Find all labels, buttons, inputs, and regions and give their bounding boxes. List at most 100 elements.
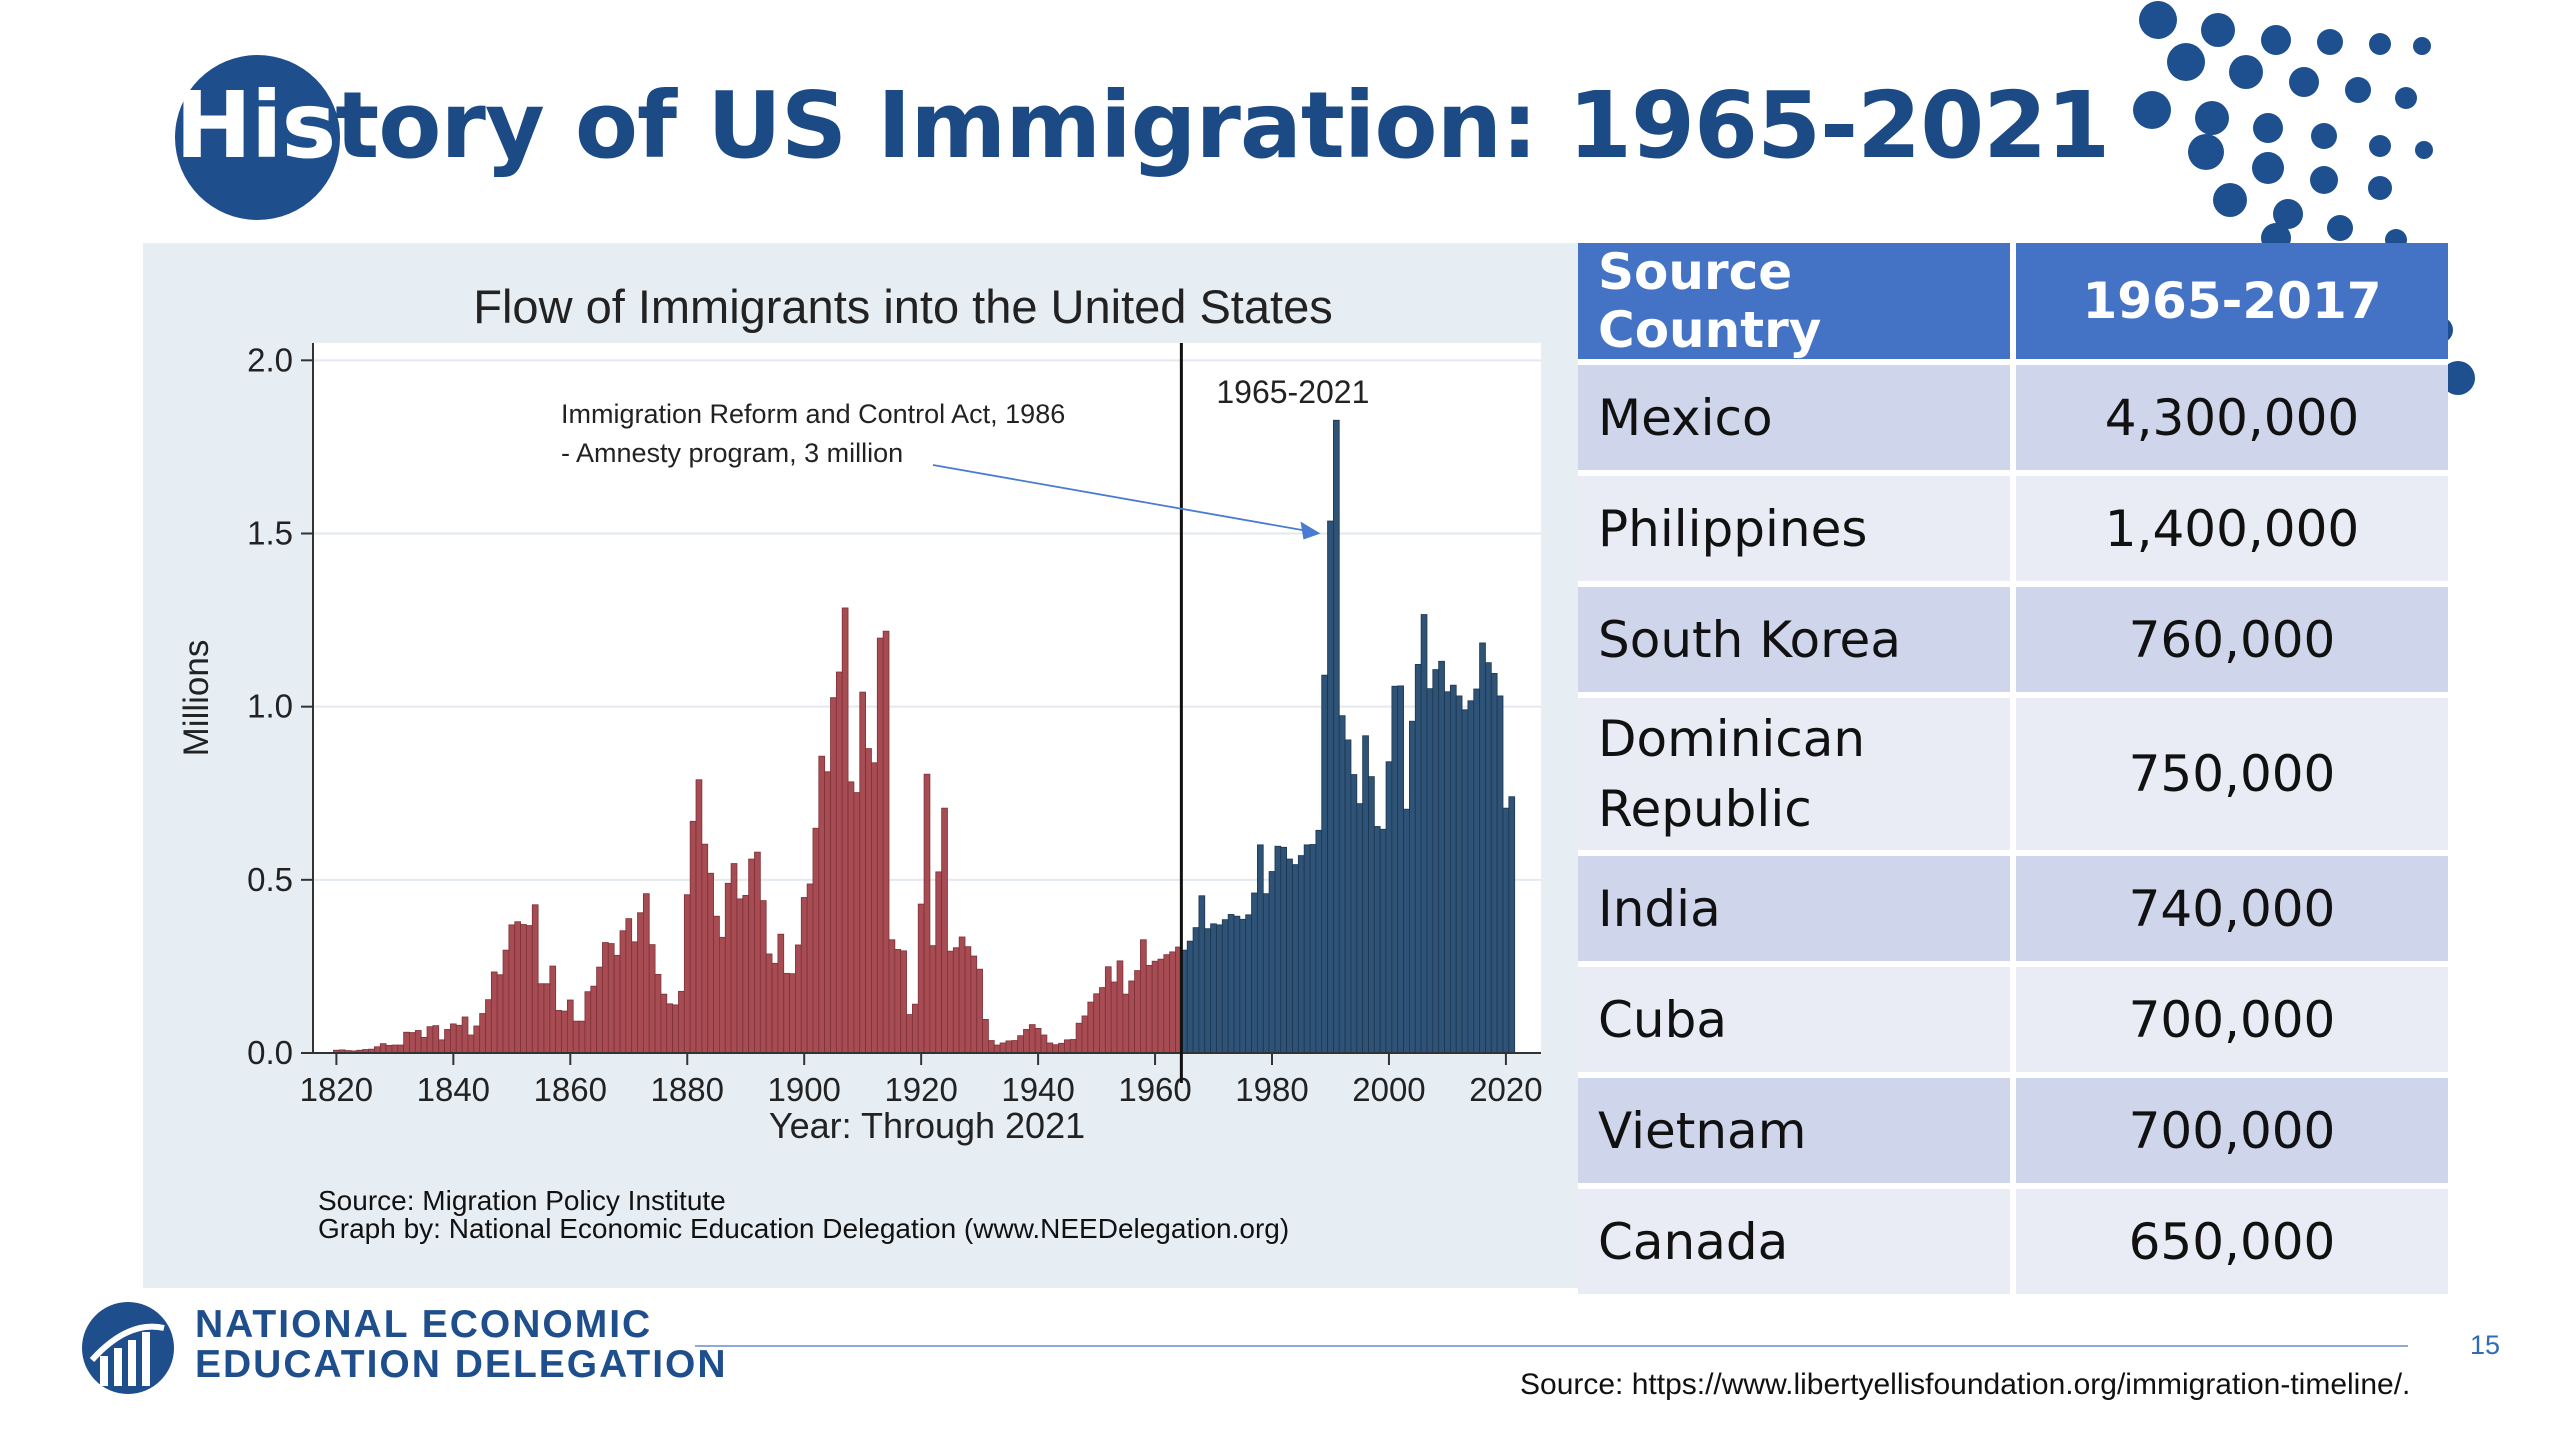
bar-1947 (1075, 1022, 1083, 1054)
country-line-2: Republic (1598, 780, 1812, 838)
bar-1973 (1227, 914, 1235, 1054)
bar-1999 (1379, 828, 1387, 1054)
bar-1979 (1262, 893, 1270, 1054)
bar-2004 (1409, 720, 1416, 1054)
bar-1967 (1192, 927, 1200, 1054)
x-tick-label: 1940 (1001, 1071, 1074, 1108)
bar-1848 (496, 974, 504, 1054)
bar-1953 (1110, 981, 1118, 1054)
bar-1991 (1333, 419, 1340, 1054)
bar-1886 (719, 936, 726, 1054)
bar-2000 (1385, 761, 1393, 1054)
bar-1936 (1011, 1040, 1019, 1054)
bar-1914 (882, 630, 890, 1054)
bar-1901 (806, 883, 814, 1054)
title-circle-accent (175, 55, 340, 220)
decorative-dot (2311, 123, 2337, 149)
bar-1862 (578, 1020, 586, 1054)
bar-1978 (1256, 844, 1264, 1054)
bar-2001 (1391, 685, 1399, 1054)
decorative-dot (2369, 33, 2391, 55)
bar-1925 (947, 950, 954, 1054)
bar-1909 (853, 792, 861, 1054)
bar-1956 (1128, 980, 1135, 1054)
bar-1970 (1210, 923, 1217, 1054)
bar-1837 (432, 1025, 440, 1054)
bar-1975 (1239, 918, 1247, 1054)
bar-1866 (602, 942, 609, 1054)
bar-1948 (1081, 1015, 1089, 1054)
chart-credit: Graph by: National Economic Education De… (318, 1213, 1290, 1244)
bar-2019 (1496, 695, 1504, 1054)
bar-2021 (1508, 796, 1516, 1054)
bar-1905 (830, 697, 837, 1054)
bar-1990 (1327, 520, 1334, 1054)
bar-1923 (935, 871, 943, 1054)
chart-source: Source: Migration Policy Institute (318, 1185, 726, 1216)
bar-2003 (1403, 808, 1410, 1054)
bar-1852 (520, 924, 527, 1054)
bar-1943 (1052, 1044, 1059, 1054)
bar-1992 (1338, 715, 1346, 1054)
bar-1996 (1362, 735, 1369, 1054)
bar-2008 (1432, 669, 1440, 1054)
bar-1859 (561, 1010, 568, 1054)
bar-1907 (841, 607, 849, 1054)
bar-1842 (461, 1016, 469, 1054)
table-row: Cuba 700,000 (1578, 967, 2448, 1078)
bar-1939 (1028, 1024, 1036, 1054)
annotation-arrow-line (932, 464, 1311, 533)
x-tick-label: 1900 (767, 1071, 840, 1108)
bar-1995 (1356, 803, 1364, 1054)
bar-1869 (619, 930, 627, 1054)
bar-1911 (865, 748, 872, 1054)
bar-1960 (1151, 960, 1159, 1054)
decorative-dot (2253, 113, 2283, 143)
bar-1875 (654, 973, 662, 1054)
y-tick-label: 1.0 (247, 688, 293, 725)
bar-1894 (765, 953, 773, 1054)
bar-1921 (923, 773, 931, 1054)
bar-1864 (590, 985, 598, 1054)
bar-1892 (754, 851, 761, 1054)
bar-1849 (502, 949, 510, 1054)
decorative-dot (2310, 166, 2338, 194)
country-cell: South Korea (1578, 587, 2016, 698)
bar-1898 (789, 973, 796, 1054)
bar-1971 (1216, 924, 1223, 1054)
annotation-line-2: - Amnesty program, 3 million (561, 438, 903, 468)
decorative-dot (2395, 87, 2417, 109)
bar-2005 (1414, 664, 1422, 1054)
x-tick-label: 1960 (1118, 1071, 1191, 1108)
logo-text-line-1: NATIONAL ECONOMIC (195, 1303, 653, 1346)
bar-1950 (1093, 993, 1100, 1054)
value-cell: 650,000 (2016, 1189, 2448, 1300)
bar-1954 (1116, 960, 1124, 1054)
bar-1850 (508, 924, 516, 1054)
decorative-dot (2167, 43, 2205, 81)
country-cell: Cuba (1578, 967, 2016, 1078)
period-label: 1965-2021 (1216, 374, 1369, 410)
bar-1893 (759, 900, 767, 1054)
bar-2006 (1420, 614, 1428, 1054)
decorative-dot (2139, 1, 2177, 39)
bar-1933 (993, 1044, 1001, 1054)
bar-1863 (584, 991, 592, 1054)
bar-1982 (1280, 846, 1288, 1054)
header-source-country: Source Country (1578, 243, 2016, 365)
annotation-line-1: Immigration Reform and Control Act, 1986 (561, 399, 1065, 429)
logo-icon (82, 1302, 174, 1394)
bar-1902 (812, 827, 820, 1054)
decorative-dot (2201, 13, 2235, 47)
bar-1845 (479, 1013, 486, 1054)
x-tick-label: 1840 (417, 1071, 490, 1108)
bar-1881 (689, 820, 697, 1054)
table-header-row: Source Country 1965-2017 (1578, 243, 2448, 365)
bar-1951 (1099, 987, 1106, 1054)
bar-2020 (1502, 807, 1510, 1054)
bar-1983 (1286, 858, 1293, 1054)
bar-1938 (1023, 1029, 1030, 1054)
bar-1885 (713, 915, 720, 1054)
bar-1891 (748, 858, 755, 1054)
